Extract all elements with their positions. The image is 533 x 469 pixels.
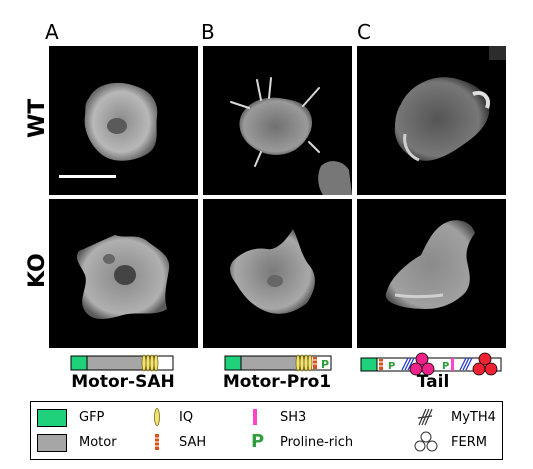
ferm-domain (472, 352, 498, 376)
legend-label-ferm: FERM (451, 435, 487, 450)
legend-label-iq: IQ (179, 410, 194, 425)
sah-domain (313, 357, 317, 369)
construct-label-motor-pro1: Motor-Pro1 (222, 372, 332, 392)
panel-letter-b: B (201, 20, 215, 44)
micrograph-ko-tail (357, 199, 506, 348)
sah-domain (379, 359, 383, 370)
legend-box: GFP Motor IQ SAH SH3 P Proline-rich MyTH… (30, 401, 503, 460)
legend-label-sah: SAH (179, 435, 207, 450)
iq-motifs (141, 354, 159, 372)
legend-swatch-motor (37, 434, 67, 452)
iq-motifs (295, 354, 313, 372)
myth4-icon (417, 408, 433, 426)
sh3-icon (253, 409, 257, 425)
legend-label-gfp: GFP (79, 410, 105, 425)
proline-icon: P (251, 431, 265, 452)
legend-label-myth4: MyTH4 (451, 410, 496, 425)
legend-label-motor: Motor (79, 435, 117, 450)
sh3-domain (451, 358, 454, 371)
micrograph-wt-tail (357, 46, 506, 195)
panel-letter-a: A (45, 20, 59, 44)
myth4-domain-2 (459, 357, 473, 371)
micrograph-ko-motor-sah (49, 199, 198, 348)
construct-label-tail: Tail (416, 372, 450, 392)
sh3-ferm-cluster-1 (409, 352, 435, 376)
motor-domain (240, 355, 306, 371)
row-label-wt: WT (25, 98, 50, 138)
legend-label-proline-rich: Proline-rich (280, 435, 354, 450)
iq-icon (154, 408, 160, 426)
micrograph-wt-motor-sah (49, 46, 198, 195)
sah-icon (155, 434, 159, 450)
scale-bar (59, 175, 116, 178)
schematic-motor-sah (70, 354, 174, 372)
myth4-domain-1 (401, 357, 415, 371)
micrograph-wt-motor-pro1 (203, 46, 352, 195)
ferm-icon (414, 431, 438, 452)
legend-swatch-gfp (37, 409, 67, 427)
panel-letter-c: C (357, 20, 371, 44)
gfp-domain (360, 357, 378, 372)
proline-glyph-2: P (442, 361, 449, 372)
schematic-tail: P P (360, 352, 502, 376)
schematic-motor-pro1: P (224, 354, 332, 372)
construct-label-motor-sah: Motor-SAH (71, 372, 175, 392)
proline-glyph-1: P (388, 361, 395, 372)
gfp-domain (224, 355, 242, 371)
proline-glyph: P (321, 358, 329, 371)
legend-label-sh3: SH3 (280, 410, 307, 425)
micrograph-ko-motor-pro1 (203, 199, 352, 348)
gfp-domain (70, 355, 88, 371)
row-label-ko: KO (25, 253, 50, 288)
